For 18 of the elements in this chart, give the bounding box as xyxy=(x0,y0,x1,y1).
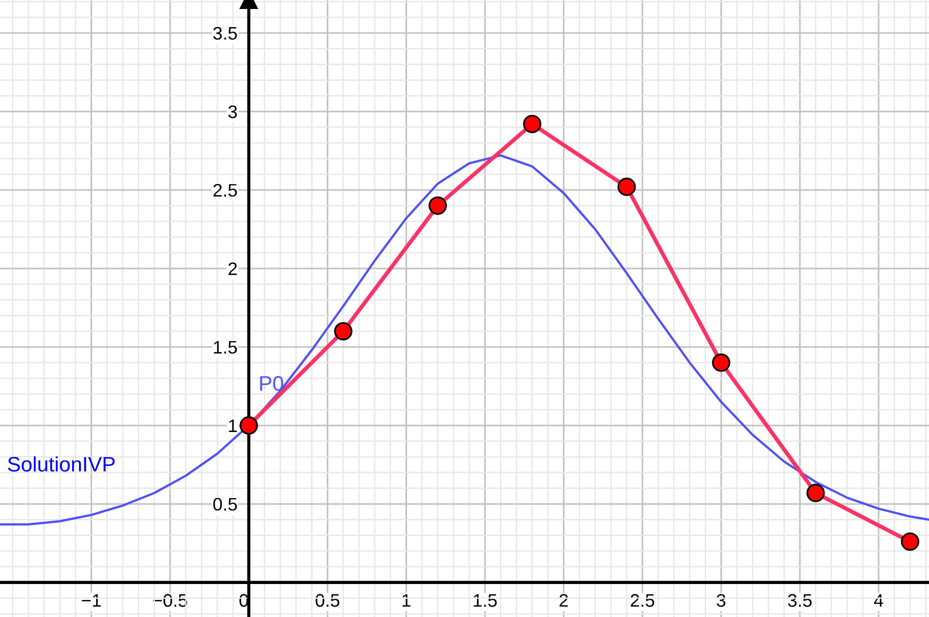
x-tick-label: 3.5 xyxy=(788,594,812,607)
y-tick-label: 1.5 xyxy=(214,341,237,354)
series-label: SolutionIVP xyxy=(8,456,115,472)
line-series xyxy=(0,154,929,526)
x-tick-label: 0.5 xyxy=(316,594,340,607)
x-tick-label: 1 xyxy=(402,594,410,607)
y-tick-label: 3 xyxy=(228,105,237,118)
y-tick-label: 3.5 xyxy=(213,26,237,40)
y-tick-label: 0.5 xyxy=(213,498,237,511)
y-tick-label: 2 xyxy=(228,262,237,276)
x-tick-label: 3 xyxy=(716,594,726,607)
x-tick-label: 2 xyxy=(560,594,568,607)
x-tick-label: −1 xyxy=(82,594,101,607)
annotation: P0 xyxy=(260,376,284,391)
x-tick-label: 1.5 xyxy=(474,594,497,607)
y-tick-label: 2.5 xyxy=(213,184,237,197)
y-tick-label: 1 xyxy=(229,420,237,432)
x-tick-label: 2.5 xyxy=(630,594,654,607)
